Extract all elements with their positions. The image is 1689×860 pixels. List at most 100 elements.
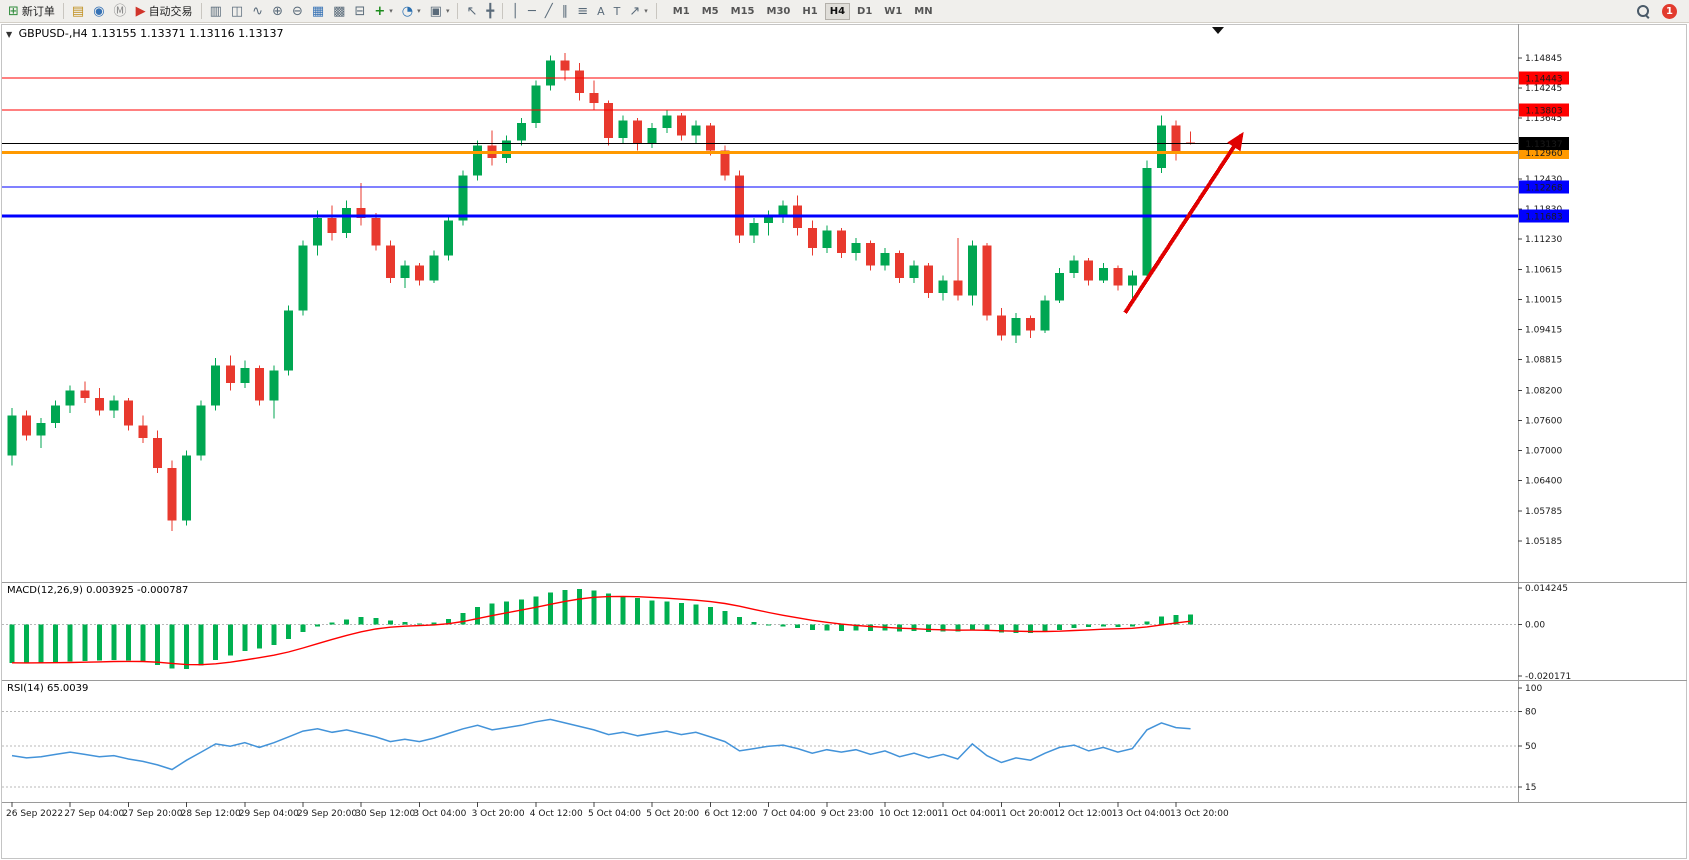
- candle-body: [1055, 272, 1065, 301]
- timeframe-button-m1[interactable]: M1: [668, 3, 695, 20]
- cascade-windows-icon: ▩: [333, 3, 346, 19]
- horizontal-line-button[interactable]: ─: [524, 2, 540, 21]
- candle-body: [618, 120, 628, 138]
- time-axis-label: 12 Oct 12:00: [1054, 809, 1113, 819]
- autotrading-label: 自动交易: [148, 5, 193, 18]
- time-axis-label: 3 Oct 04:00: [413, 809, 466, 819]
- candle-body: [822, 230, 832, 248]
- timeframe-button-w1[interactable]: W1: [879, 3, 907, 20]
- candle-body: [1026, 317, 1035, 331]
- timeframe-button-mn[interactable]: MN: [909, 3, 937, 20]
- cursor-button[interactable]: ↖: [462, 2, 481, 21]
- time-axis-label: 11 Oct 04:00: [937, 809, 996, 819]
- indicators-add-icon: +: [374, 3, 386, 19]
- line-chart-button[interactable]: ∿: [248, 2, 267, 21]
- price-axis-tick: 1.08815: [1525, 356, 1562, 366]
- candle-body: [1098, 267, 1108, 281]
- trendline-button[interactable]: ╱: [541, 2, 557, 21]
- profiles-button[interactable]: ◉: [89, 2, 108, 21]
- price-tag: 1.12960: [1525, 149, 1562, 159]
- time-axis-label: 3 Oct 20:00: [472, 809, 525, 819]
- search-button[interactable]: [1632, 2, 1654, 21]
- time-axis-label: 6 Oct 12:00: [704, 809, 757, 819]
- timeframe-button-m5[interactable]: M5: [697, 3, 724, 20]
- price-axis-tick: 1.07600: [1525, 416, 1562, 426]
- new-order-button[interactable]: ⊞ 新订单: [4, 2, 59, 21]
- candle-body: [313, 217, 323, 246]
- candle-body: [735, 175, 744, 236]
- text-icon: A: [597, 4, 605, 18]
- bar-chart-button[interactable]: ▥: [206, 2, 226, 21]
- candle-body: [807, 227, 817, 248]
- zoom-out-button[interactable]: ⊖: [288, 2, 307, 21]
- candle-body: [1069, 260, 1079, 273]
- candle-body: [211, 365, 221, 406]
- candle-body: [924, 265, 934, 293]
- time-axis-label: 10 Oct 12:00: [879, 809, 938, 819]
- candle-body: [167, 467, 177, 521]
- candle-body: [356, 207, 366, 218]
- time-axis-label: 26 Sep 2022: [6, 809, 63, 819]
- time-axis-label: 7 Oct 04:00: [763, 809, 816, 819]
- trendline-icon: ╱: [544, 3, 553, 19]
- trend-arrow-annotation[interactable]: [1123, 131, 1244, 314]
- autotrading-button[interactable]: ▶ 自动交易: [132, 2, 197, 21]
- fibonacci-button[interactable]: ≡: [573, 2, 592, 21]
- candle-body: [1127, 275, 1137, 286]
- price-tag: 1.12268: [1525, 183, 1562, 193]
- notification-badge[interactable]: 1: [1662, 3, 1677, 19]
- arrange-windows-button[interactable]: ⊟: [350, 2, 369, 21]
- new-chart-button[interactable]: ▤: [68, 2, 88, 21]
- tile-windows-button[interactable]: ▦: [308, 2, 328, 21]
- templates-button[interactable]: ▣ ▾: [426, 2, 454, 21]
- chart-shift-marker[interactable]: [1212, 27, 1224, 34]
- templates-icon: ▣: [429, 3, 442, 19]
- arrows-button[interactable]: ↗ ▾: [625, 2, 651, 21]
- channel-button[interactable]: ∥: [558, 2, 573, 21]
- candle-body: [51, 405, 61, 423]
- timeframe-button-m15[interactable]: M15: [726, 3, 760, 20]
- channel-icon: ∥: [561, 3, 569, 19]
- timeframe-button-h1[interactable]: H1: [797, 3, 822, 20]
- candle-body: [938, 280, 948, 293]
- candle-body: [880, 252, 890, 266]
- text-button[interactable]: A: [593, 2, 609, 21]
- price-axis-tick: 1.12430: [1525, 175, 1562, 185]
- line-chart-icon: ∿: [252, 3, 264, 19]
- cascade-windows-button[interactable]: ▩: [329, 2, 349, 21]
- timeframe-button-d1[interactable]: D1: [852, 3, 877, 20]
- candle-body: [80, 390, 90, 398]
- candle-body: [400, 265, 410, 278]
- profiles-icon: ◉: [93, 3, 105, 19]
- candle-body: [502, 140, 512, 158]
- time-axis-label: 27 Sep 20:00: [122, 809, 182, 819]
- candle-body: [298, 245, 308, 311]
- time-axis-label: 27 Sep 04:00: [64, 809, 124, 819]
- zoom-out-icon: ⊖: [291, 3, 303, 19]
- candle-body: [7, 415, 17, 456]
- candle-body: [22, 415, 32, 436]
- candle-body: [36, 422, 46, 436]
- metaquotes-button[interactable]: Ⓜ: [110, 2, 131, 21]
- tile-windows-icon: ▦: [311, 3, 325, 19]
- periods-button[interactable]: ◔ ▾: [398, 2, 425, 21]
- timeframe-button-h4[interactable]: H4: [824, 2, 851, 20]
- candlestick-chart-button[interactable]: ◫: [227, 2, 247, 21]
- timeframe-button-m30[interactable]: M30: [762, 3, 796, 20]
- candle-body: [269, 370, 279, 401]
- candle-body: [473, 145, 483, 176]
- vertical-line-button[interactable]: │: [507, 2, 523, 21]
- macd-signal-line: [11, 595, 1191, 666]
- horizontal-price-lines[interactable]: [2, 77, 1518, 218]
- rsi-axis-tick: 100: [1525, 684, 1542, 694]
- price-tag: 1.11683: [1525, 213, 1562, 223]
- zoom-in-button[interactable]: ⊕: [268, 2, 287, 21]
- time-axis-label: 5 Oct 20:00: [646, 809, 699, 819]
- price-axis-tick: 1.13645: [1525, 114, 1562, 124]
- toolbar-separator: [457, 3, 459, 19]
- indicators-button[interactable]: + ▾: [370, 2, 396, 21]
- text-label-button[interactable]: T: [610, 2, 625, 21]
- crosshair-button[interactable]: ╋: [482, 2, 498, 21]
- candle-body: [633, 120, 643, 143]
